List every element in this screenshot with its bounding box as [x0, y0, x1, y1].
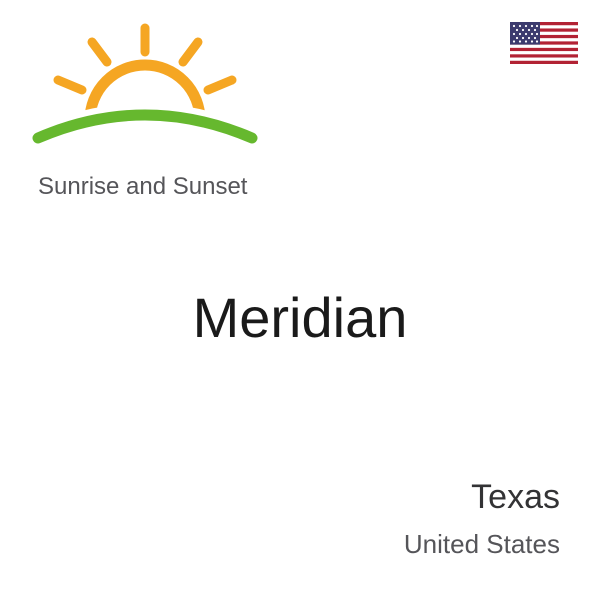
country-flag-icon — [510, 22, 578, 64]
site-logo-block: Sunrise and Sunset — [30, 20, 290, 201]
city-name: Meridian — [0, 285, 600, 350]
sunrise-icon — [30, 20, 260, 165]
region-name: Texas — [404, 478, 560, 517]
location-block: Texas United States — [404, 478, 560, 560]
site-title: Sunrise and Sunset — [38, 173, 290, 201]
country-name: United States — [404, 529, 560, 560]
